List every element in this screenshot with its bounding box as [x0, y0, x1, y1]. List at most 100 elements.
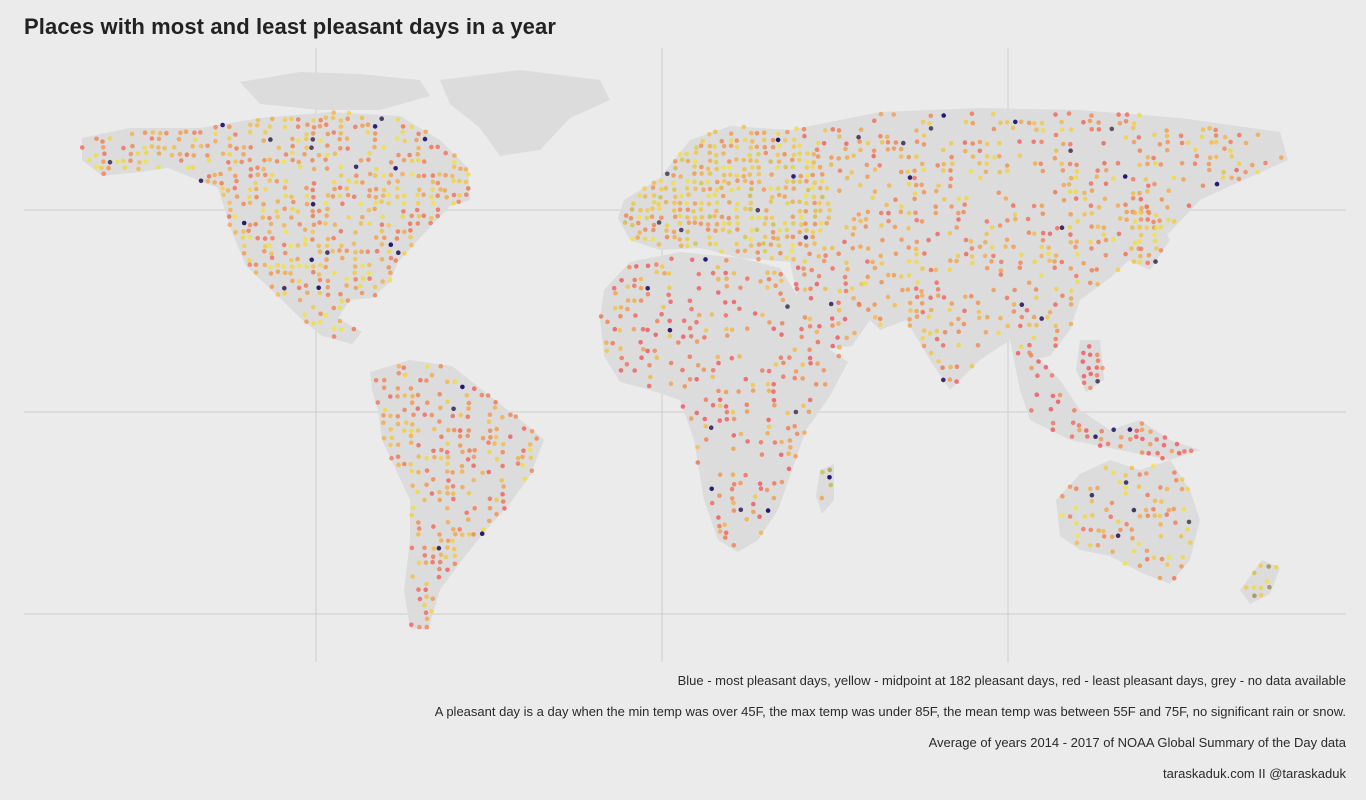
station-point [1151, 463, 1156, 469]
station-point [309, 257, 315, 263]
station-point [1070, 420, 1076, 426]
station-point [331, 110, 337, 115]
station-point [205, 153, 210, 158]
station-point [416, 131, 421, 137]
station-point [345, 146, 351, 151]
station-point [445, 379, 450, 385]
station-point [671, 173, 676, 178]
station-point [1123, 135, 1129, 140]
station-point [288, 270, 293, 276]
station-point [714, 208, 719, 214]
station-point [472, 386, 477, 392]
station-point [729, 327, 735, 333]
station-point [692, 201, 698, 206]
station-point [913, 182, 919, 188]
station-point [213, 124, 218, 130]
station-point [766, 368, 772, 374]
station-point [845, 266, 850, 272]
station-point [379, 257, 385, 262]
station-point [1138, 210, 1143, 216]
station-point [1118, 444, 1123, 449]
station-point [409, 124, 415, 130]
station-point [1129, 465, 1135, 471]
station-point [380, 214, 385, 220]
station-point [989, 225, 995, 230]
station-point [828, 162, 834, 167]
station-point [325, 131, 331, 137]
station-point [452, 159, 457, 165]
station-point [717, 493, 722, 499]
station-point [721, 165, 726, 170]
station-point [1077, 427, 1082, 433]
station-point [401, 365, 407, 371]
station-point [815, 154, 821, 159]
station-point [633, 313, 638, 318]
station-point [1164, 486, 1170, 492]
station-point [778, 250, 783, 256]
station-point [748, 206, 753, 212]
station-point [409, 158, 415, 164]
station-point [190, 165, 196, 170]
station-point [816, 273, 822, 279]
station-point [274, 209, 279, 214]
station-point [1122, 561, 1128, 566]
station-point [438, 455, 444, 461]
station-point [142, 145, 147, 151]
station-point [886, 272, 891, 278]
station-point [296, 138, 301, 143]
station-point [1181, 506, 1186, 512]
station-point [878, 111, 884, 117]
station-point [632, 368, 637, 373]
station-point [303, 236, 308, 242]
station-point [486, 419, 492, 425]
station-point [1089, 492, 1095, 498]
station-point [794, 431, 800, 437]
station-point [288, 243, 294, 249]
station-point [940, 343, 946, 348]
station-point [458, 166, 463, 172]
station-point [352, 264, 358, 269]
station-point [745, 326, 750, 331]
station-point [643, 236, 648, 242]
station-point [619, 278, 624, 283]
station-point [678, 213, 683, 219]
station-point [663, 186, 669, 191]
station-point [422, 602, 427, 608]
station-point [1139, 427, 1145, 433]
station-point [388, 172, 394, 178]
station-point [365, 249, 371, 254]
station-point [1031, 203, 1037, 209]
station-point [743, 472, 748, 478]
station-point [429, 491, 435, 496]
station-point [780, 297, 786, 303]
station-point [830, 266, 835, 271]
station-point [694, 319, 699, 325]
station-point [1096, 239, 1101, 245]
station-point [1137, 514, 1143, 519]
station-point [824, 186, 830, 191]
station-point [373, 378, 379, 383]
station-point [424, 482, 429, 488]
station-point [421, 159, 427, 164]
station-point [241, 201, 246, 207]
station-point [386, 200, 391, 206]
station-point [1061, 182, 1067, 188]
station-point [679, 193, 684, 199]
station-point [1152, 232, 1157, 238]
station-point [400, 129, 406, 135]
station-point [1013, 216, 1018, 222]
station-point [682, 384, 688, 389]
station-point [837, 344, 842, 350]
station-point [100, 139, 105, 144]
station-point [906, 226, 911, 231]
station-point [1137, 162, 1142, 168]
station-point [1173, 520, 1178, 525]
station-point [380, 279, 385, 284]
station-point [1050, 427, 1056, 433]
station-point [396, 462, 401, 468]
station-point [755, 250, 761, 255]
station-point [797, 143, 802, 148]
station-point [416, 454, 421, 459]
station-point [331, 130, 337, 135]
station-point [1116, 112, 1121, 117]
